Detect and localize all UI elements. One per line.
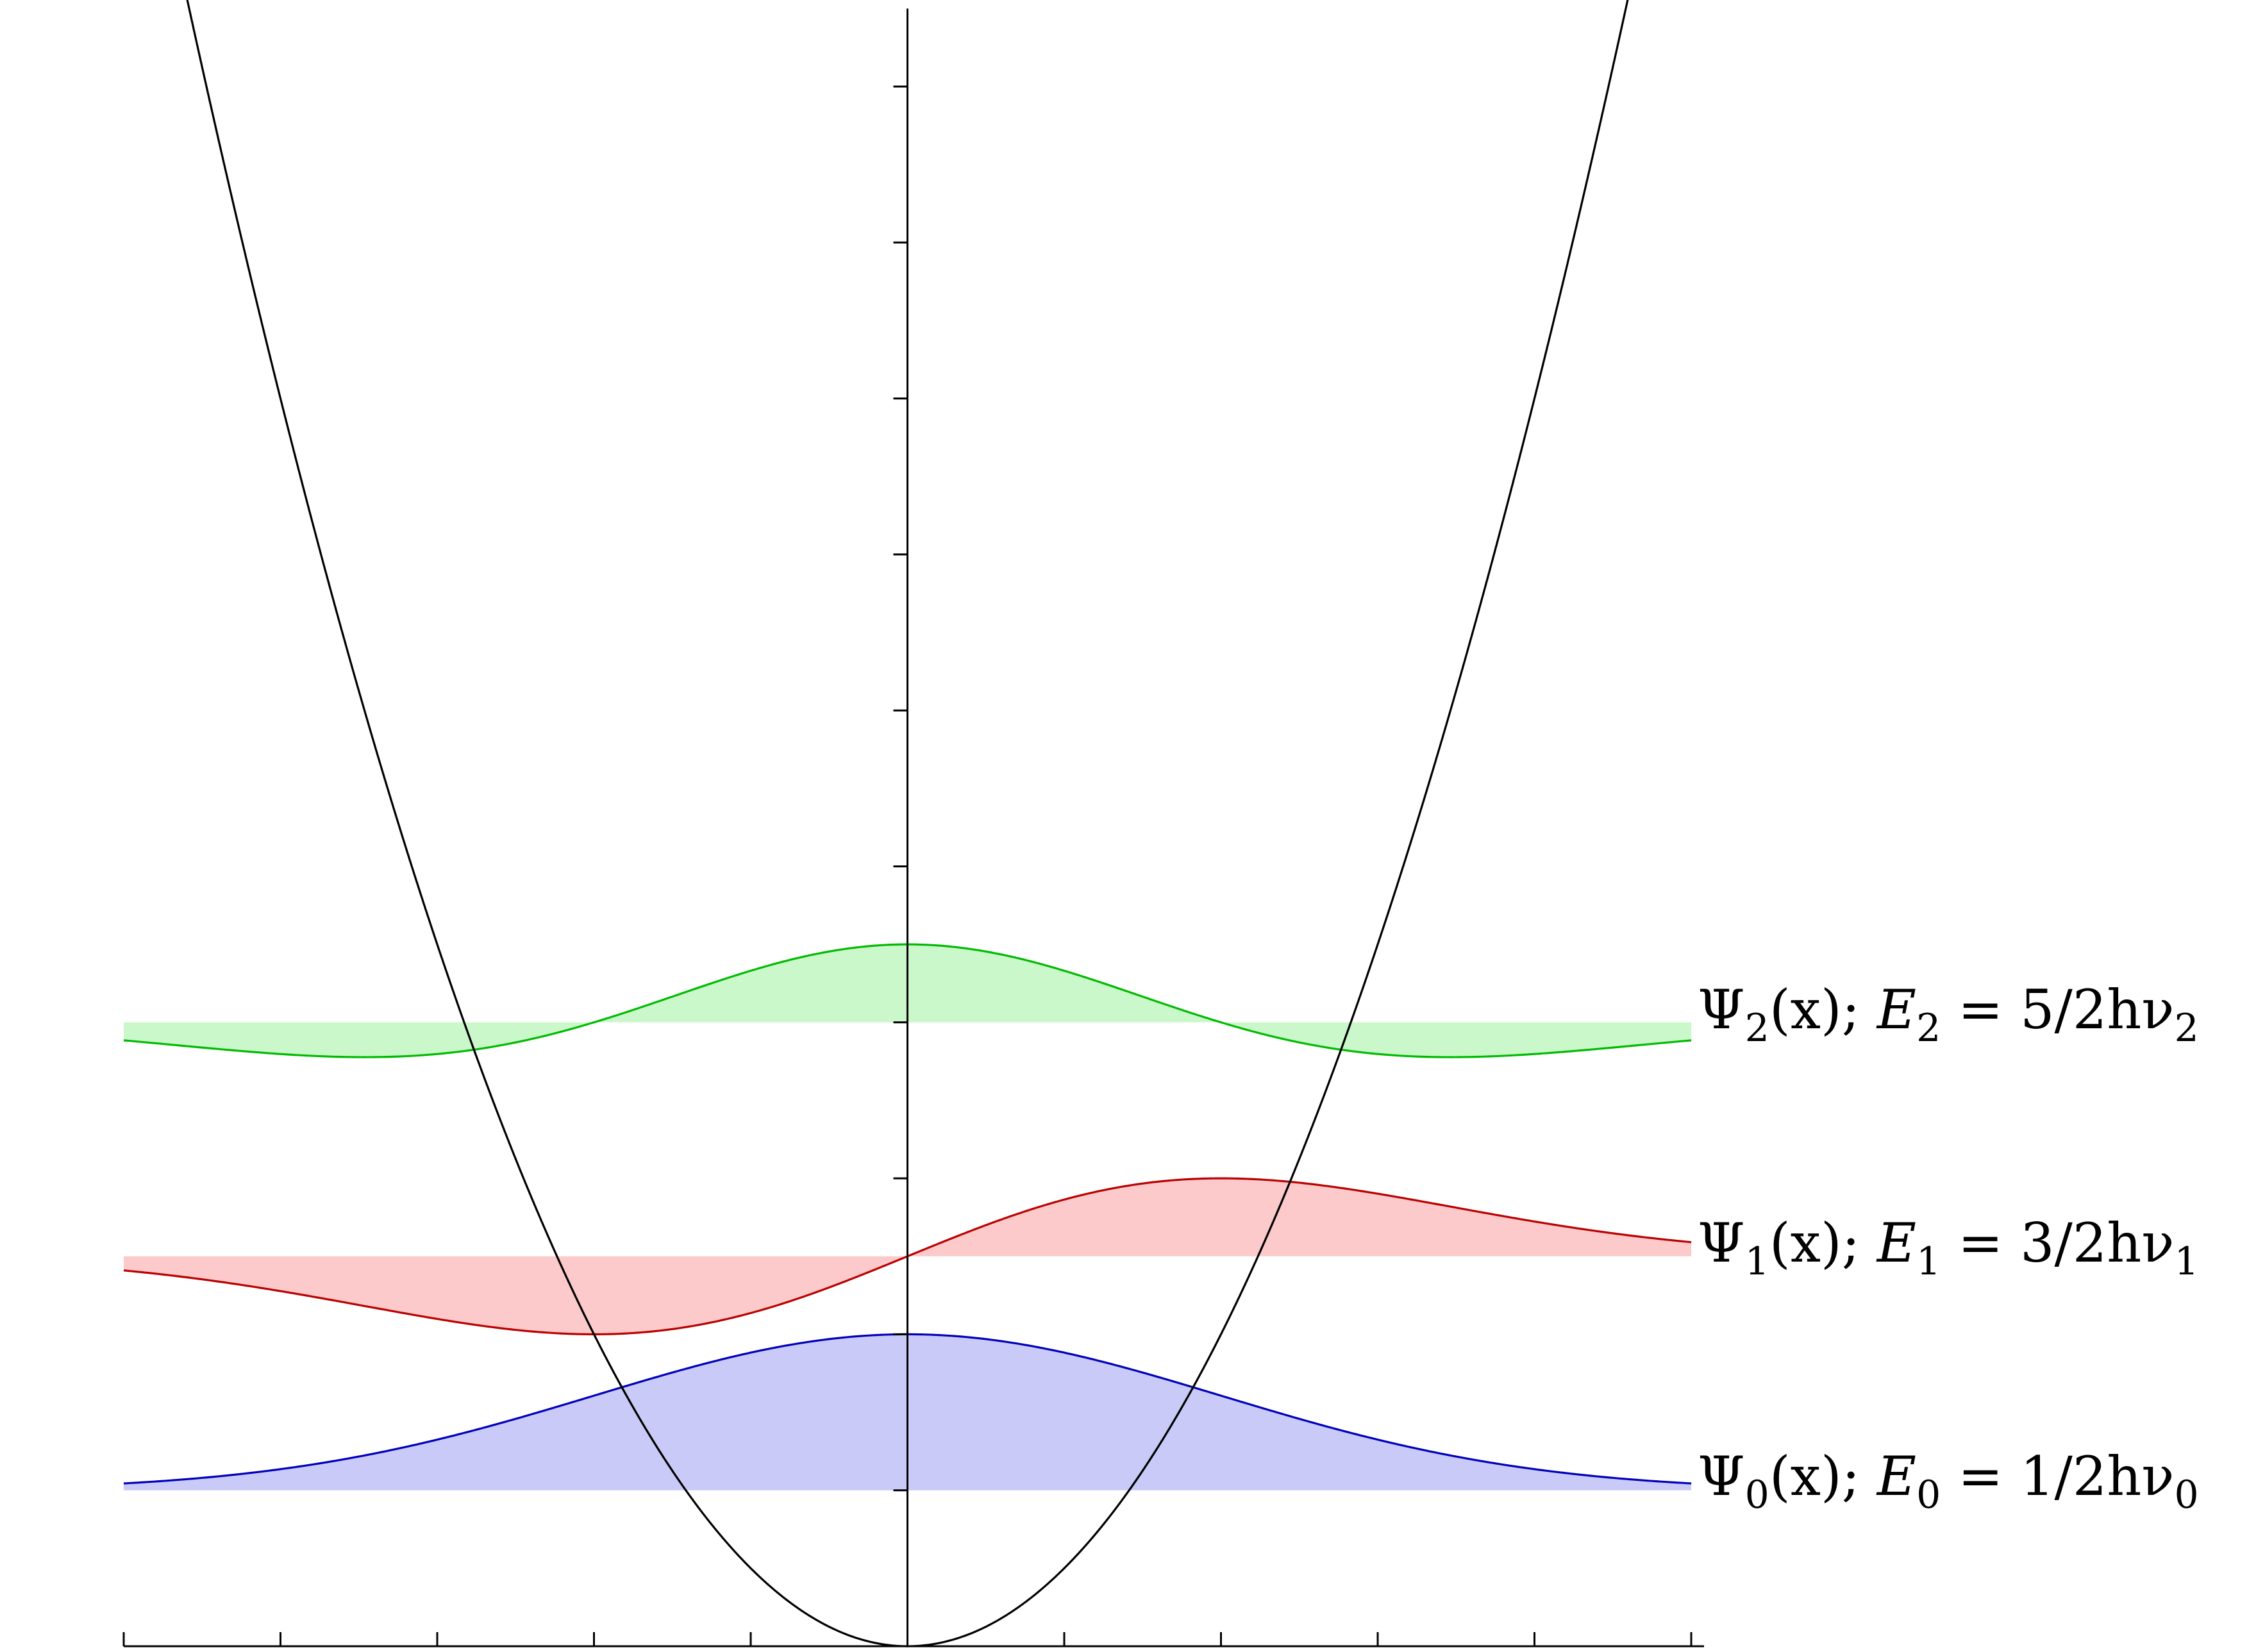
energy-label-1: Ψ1(x); E1 = 3/2hν1 bbox=[1698, 1212, 2199, 1284]
energy-label-0: Ψ0(x); E0 = 1/2hν0 bbox=[1698, 1445, 2199, 1517]
energy-labels: Ψ2(x); E2 = 5/2hν2 Ψ1(x); E1 = 3/2hν1 Ψ0… bbox=[1698, 978, 2199, 1517]
axes bbox=[122, 8, 1704, 1648]
energy-label-2: Ψ2(x); E2 = 5/2hν2 bbox=[1698, 978, 2199, 1051]
